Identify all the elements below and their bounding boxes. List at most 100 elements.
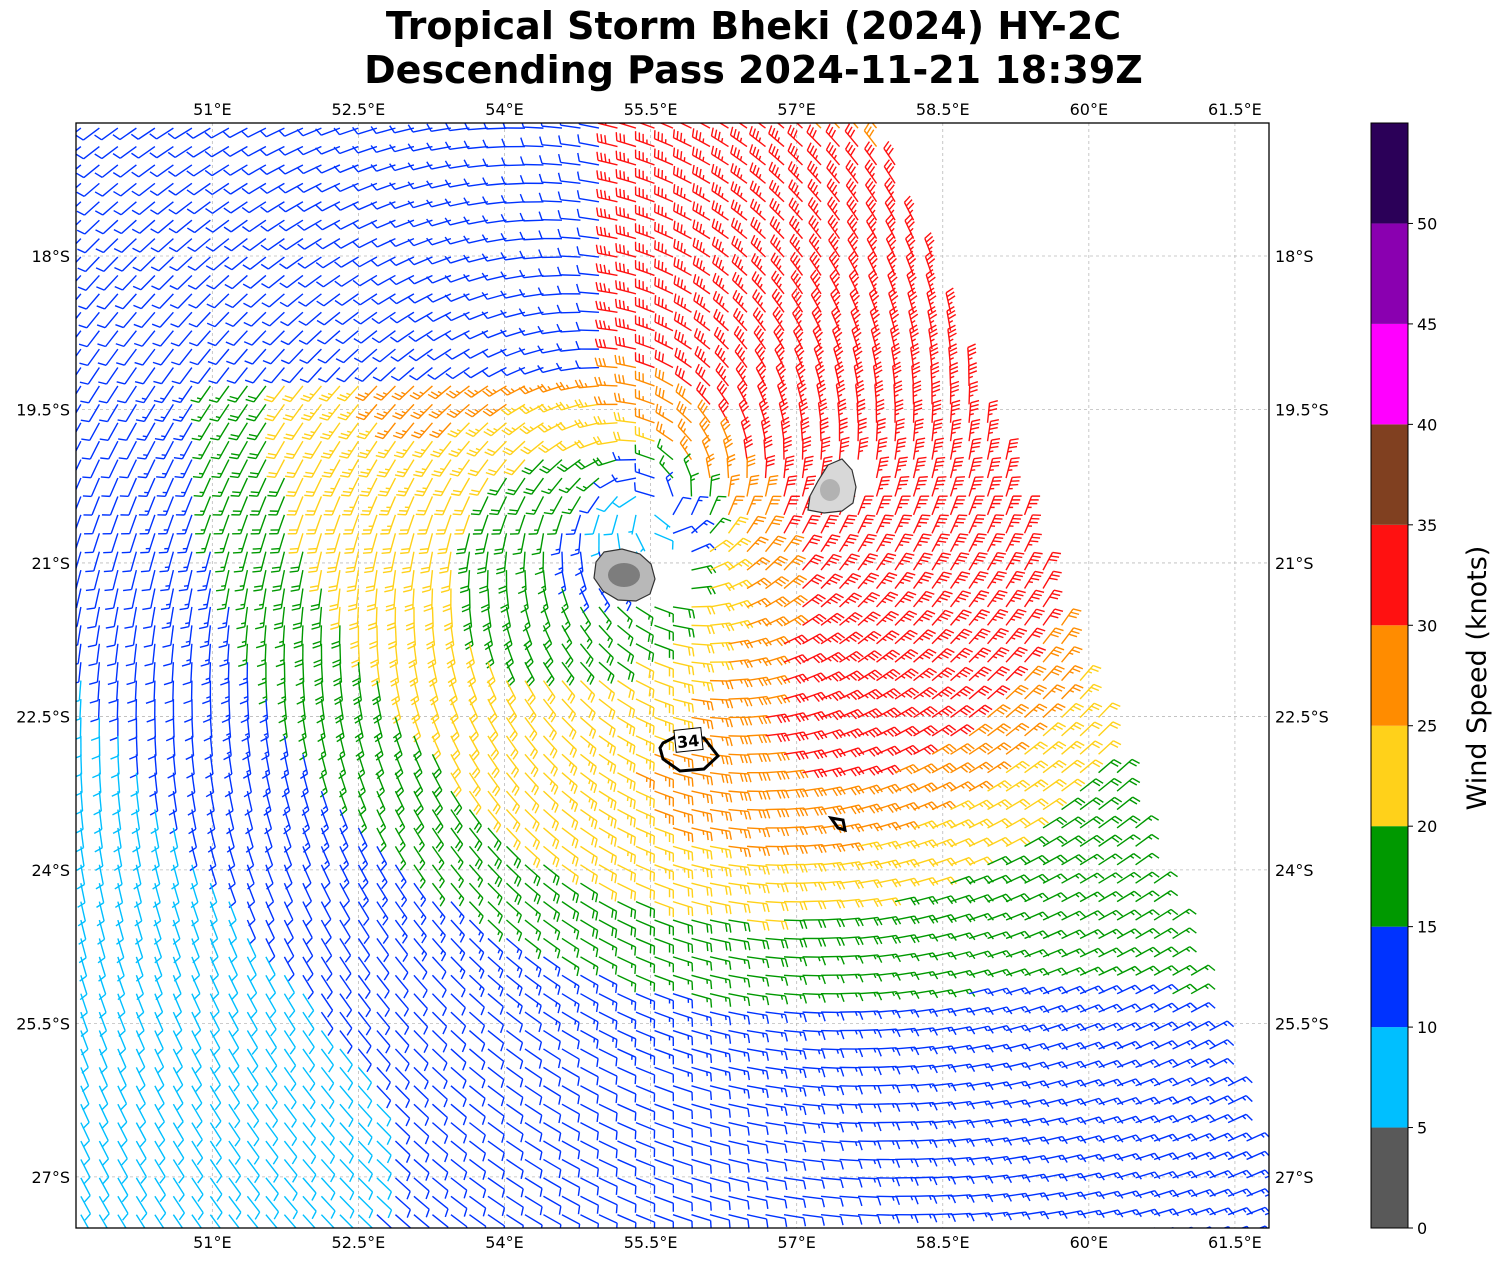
wind-barb bbox=[987, 836, 1013, 847]
wind-barb bbox=[450, 790, 463, 816]
34-knot-contour: 34 bbox=[658, 727, 847, 833]
wind-barb bbox=[172, 1122, 185, 1147]
wind-barb bbox=[339, 1103, 354, 1128]
wind-barb bbox=[910, 343, 920, 368]
wind-barb bbox=[325, 533, 341, 554]
wind-barb bbox=[260, 717, 269, 742]
wind-barb bbox=[1006, 1231, 1030, 1239]
colorbar-tick-label: 5 bbox=[1417, 1119, 1427, 1138]
wind-barb bbox=[450, 735, 461, 761]
wind-barb bbox=[154, 1140, 166, 1166]
wind-barb bbox=[280, 735, 289, 761]
wind-barb bbox=[135, 1140, 147, 1166]
wind-barb bbox=[857, 630, 882, 645]
wind-barb bbox=[423, 588, 434, 612]
wind-barb bbox=[130, 127, 156, 140]
wind-barb bbox=[875, 533, 896, 553]
wind-barb bbox=[506, 1140, 524, 1161]
wind-barb bbox=[598, 643, 614, 666]
wind-barb bbox=[654, 919, 675, 936]
wind-barb bbox=[839, 1195, 863, 1207]
wind-barb bbox=[223, 164, 248, 176]
wind-barb bbox=[691, 146, 711, 166]
wind-barb bbox=[987, 666, 1010, 682]
wind-barb bbox=[334, 311, 359, 326]
wind-barb bbox=[358, 459, 378, 478]
wind-barb bbox=[538, 173, 563, 185]
wind-barb bbox=[752, 307, 767, 332]
wind-barb bbox=[672, 1195, 693, 1212]
wind-barb bbox=[196, 551, 212, 573]
wind-barb bbox=[949, 495, 967, 516]
wind-barb bbox=[171, 883, 180, 909]
wind-barb bbox=[1098, 1172, 1124, 1181]
wind-barb bbox=[524, 974, 542, 996]
wind-barb bbox=[839, 1121, 863, 1132]
wind-barb bbox=[672, 790, 694, 806]
wind-barb bbox=[523, 625, 533, 651]
wind-barb bbox=[561, 790, 579, 813]
wind-barb bbox=[317, 330, 341, 345]
wind-barb bbox=[260, 201, 285, 213]
wind-barb bbox=[261, 293, 285, 308]
wind-barb bbox=[246, 1195, 261, 1220]
wind-barb bbox=[357, 1085, 373, 1109]
wind-barb bbox=[691, 1066, 713, 1082]
wind-barb bbox=[987, 647, 1010, 663]
wind-barb bbox=[302, 974, 314, 1000]
wind-barb bbox=[481, 348, 507, 358]
wind-barb bbox=[208, 385, 230, 403]
wind-barb bbox=[1079, 683, 1102, 700]
wind-barb bbox=[617, 643, 635, 665]
wind-barb bbox=[394, 938, 409, 962]
wind-barb bbox=[1005, 1192, 1031, 1202]
wind-barb bbox=[320, 1158, 336, 1183]
wind-barb bbox=[543, 1177, 562, 1197]
wind-barb bbox=[746, 1029, 770, 1043]
wind-barb bbox=[931, 724, 957, 737]
wind-barb bbox=[775, 361, 787, 387]
wind-barb bbox=[1153, 983, 1179, 995]
wind-barb bbox=[691, 716, 714, 730]
wind-barb bbox=[580, 808, 598, 830]
wind-barb bbox=[524, 1214, 543, 1228]
wind-barb bbox=[538, 440, 563, 454]
wind-barb bbox=[244, 367, 267, 384]
wind-barb bbox=[1042, 570, 1062, 589]
wind-barb bbox=[672, 1140, 693, 1156]
wind-barb bbox=[117, 1103, 128, 1129]
wind-barb bbox=[482, 385, 507, 397]
wind-barb bbox=[77, 274, 100, 291]
wind-barb bbox=[765, 1048, 788, 1061]
wind-barb bbox=[810, 269, 822, 295]
wind-barb bbox=[709, 473, 721, 497]
wind-barb bbox=[431, 1103, 449, 1126]
wind-barb bbox=[906, 268, 917, 295]
wind-barb bbox=[320, 1103, 335, 1128]
wind-barb bbox=[76, 422, 82, 434]
wind-barb bbox=[450, 1158, 468, 1181]
wind-barb bbox=[912, 590, 935, 608]
wind-barb bbox=[771, 270, 785, 295]
wind-barb bbox=[931, 590, 953, 608]
wind-barb bbox=[187, 274, 211, 290]
wind-barb bbox=[635, 864, 656, 882]
wind-barb bbox=[505, 680, 517, 706]
wind-barb bbox=[765, 713, 791, 724]
wind-barb bbox=[94, 827, 103, 853]
wind-barb bbox=[830, 287, 841, 313]
wind-barb bbox=[1246, 1169, 1269, 1179]
wind-barb bbox=[561, 716, 577, 740]
wind-barb bbox=[555, 362, 581, 372]
lon-tick-label-top: 51°E bbox=[193, 100, 231, 119]
wind-barb bbox=[1116, 1003, 1142, 1013]
wind-barb bbox=[857, 553, 879, 571]
wind-barb bbox=[1098, 740, 1122, 755]
wind-barb bbox=[931, 686, 956, 700]
wind-barb bbox=[894, 820, 920, 830]
wind-barb bbox=[266, 459, 286, 479]
wind-barb bbox=[839, 592, 862, 608]
wind-barb bbox=[778, 397, 789, 423]
wind-barb bbox=[149, 127, 174, 140]
wind-barb bbox=[431, 919, 446, 944]
